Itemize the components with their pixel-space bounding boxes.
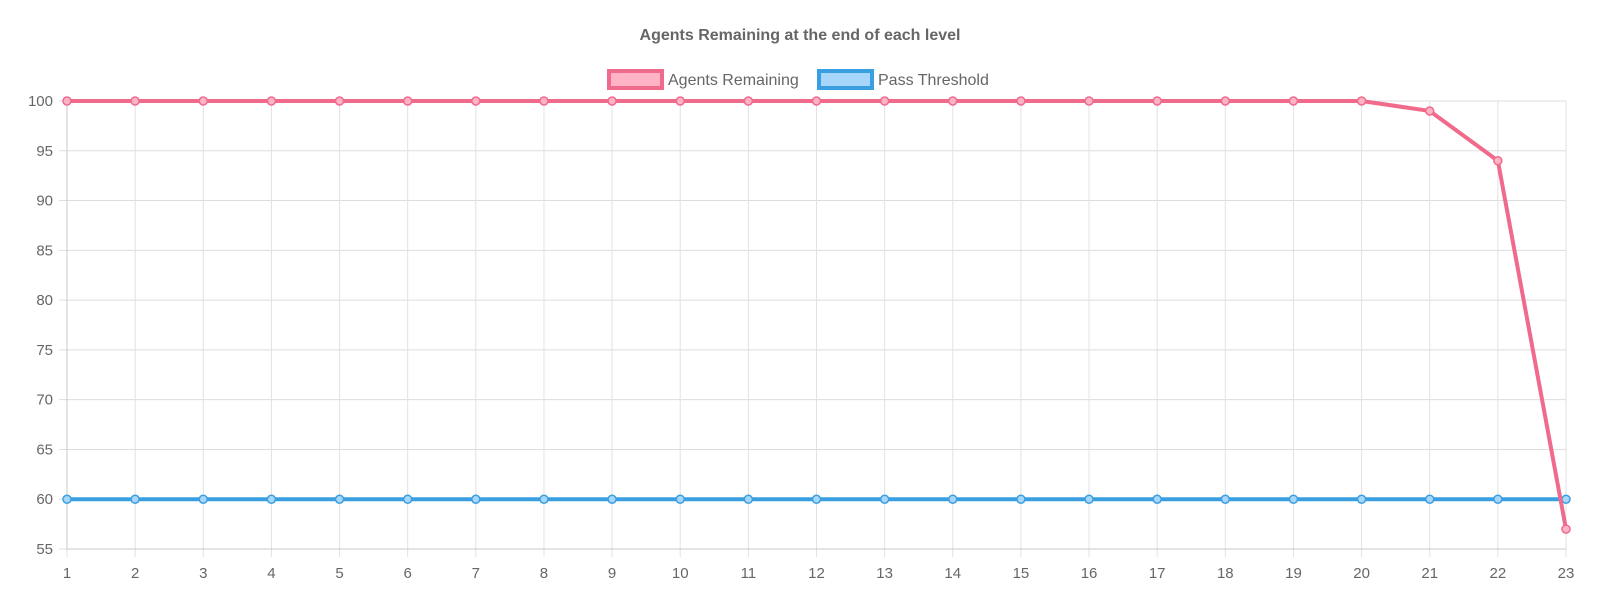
data-point[interactable]	[607, 96, 617, 106]
x-tick-label: 13	[876, 565, 893, 582]
data-point[interactable]	[1016, 96, 1026, 106]
x-tick-label: 11	[741, 565, 757, 582]
data-point[interactable]	[334, 494, 345, 504]
data-point[interactable]	[1016, 494, 1026, 504]
y-tick-label: 65	[36, 441, 53, 458]
y-tick-label: 95	[36, 143, 53, 160]
data-point[interactable]	[130, 96, 140, 106]
data-point[interactable]	[1493, 155, 1503, 166]
data-point[interactable]	[1561, 494, 1571, 504]
data-point[interactable]	[1220, 96, 1231, 106]
data-point[interactable]	[62, 494, 72, 504]
x-tick-label: 7	[472, 565, 480, 582]
x-tick-label: 15	[1013, 565, 1030, 582]
data-point[interactable]	[948, 96, 958, 106]
data-point[interactable]	[402, 494, 413, 504]
x-tick-label: 18	[1217, 565, 1234, 582]
x-tick-label: 10	[672, 565, 689, 582]
data-point[interactable]	[743, 96, 754, 106]
y-tick-label: 80	[36, 292, 53, 309]
x-tick-label: 3	[199, 565, 207, 582]
data-point[interactable]	[1152, 96, 1162, 106]
data-point[interactable]	[266, 96, 277, 106]
data-point[interactable]	[266, 494, 277, 504]
grid	[59, 100, 1567, 557]
x-tick-label: 1	[63, 565, 71, 582]
x-tick-label: 19	[1285, 565, 1302, 582]
data-point[interactable]	[1424, 106, 1435, 116]
legend-swatch	[817, 69, 874, 90]
y-tick-label: 90	[36, 193, 53, 210]
data-point[interactable]	[62, 96, 72, 106]
data-point[interactable]	[675, 96, 685, 106]
x-axis: 1 2 3 4 5 6 7 8 9 10 11 12 13 14 15 16 17 18 19 20 21 22 23	[63, 565, 1575, 582]
x-tick-label: 6	[404, 565, 412, 582]
data-point[interactable]	[879, 494, 890, 504]
data-point[interactable]	[1424, 494, 1435, 504]
y-axis: 55 60 65 70 75 80 85 90 95 100	[28, 93, 53, 558]
data-point[interactable]	[1561, 524, 1571, 534]
x-tick-label: 22	[1490, 565, 1507, 582]
data-point[interactable]	[539, 96, 549, 106]
x-tick-label: 16	[1081, 565, 1098, 582]
legend-item[interactable]: Pass Threshold	[817, 69, 989, 90]
data-point[interactable]	[1220, 494, 1231, 504]
x-tick-label: 9	[608, 565, 616, 582]
data-point[interactable]	[1288, 96, 1299, 106]
data-point[interactable]	[1493, 494, 1503, 504]
legend: Agents Remaining Pass Threshold	[607, 69, 989, 90]
x-tick-label: 21	[1421, 565, 1438, 582]
x-tick-label: 23	[1558, 565, 1575, 582]
x-tick-label: 14	[944, 565, 961, 582]
series-1	[62, 494, 1571, 504]
y-tick-label: 60	[36, 491, 53, 508]
data-point[interactable]	[879, 96, 890, 106]
data-point[interactable]	[607, 494, 617, 504]
data-point[interactable]	[1356, 96, 1367, 106]
series-layer	[62, 96, 1571, 534]
data-point[interactable]	[811, 96, 822, 106]
data-point[interactable]	[1084, 96, 1094, 106]
y-tick-label: 100	[28, 93, 53, 110]
x-tick-label: 5	[335, 565, 343, 582]
data-point[interactable]	[198, 494, 209, 504]
x-tick-label: 12	[808, 565, 825, 582]
data-point[interactable]	[743, 494, 754, 504]
legend-label: Agents Remaining	[668, 72, 799, 89]
legend-item[interactable]: Agents Remaining	[607, 69, 799, 90]
data-point[interactable]	[1084, 494, 1094, 504]
data-point[interactable]	[539, 494, 549, 504]
data-point[interactable]	[811, 494, 822, 504]
x-tick-label: 20	[1353, 565, 1370, 582]
x-tick-label: 17	[1149, 565, 1166, 582]
data-point[interactable]	[334, 96, 345, 106]
y-tick-label: 85	[36, 242, 53, 259]
data-point[interactable]	[1288, 494, 1299, 504]
legend-swatch	[607, 69, 664, 90]
data-point[interactable]	[130, 494, 140, 504]
data-point[interactable]	[1152, 494, 1162, 504]
x-tick-label: 4	[267, 565, 275, 582]
chart-title: Agents Remaining at the end of each leve…	[640, 27, 961, 44]
x-tick-label: 8	[540, 565, 548, 582]
legend-label: Pass Threshold	[878, 72, 989, 89]
data-point[interactable]	[675, 494, 685, 504]
data-point[interactable]	[471, 96, 481, 106]
x-tick-label: 2	[131, 565, 139, 582]
data-point[interactable]	[948, 494, 958, 504]
data-point[interactable]	[198, 96, 209, 106]
y-tick-label: 70	[36, 392, 53, 409]
y-tick-label: 55	[36, 541, 53, 558]
y-tick-label: 75	[36, 342, 53, 359]
data-point[interactable]	[471, 494, 481, 504]
data-point[interactable]	[1356, 494, 1367, 504]
series-0	[62, 96, 1571, 534]
data-point[interactable]	[402, 96, 413, 106]
